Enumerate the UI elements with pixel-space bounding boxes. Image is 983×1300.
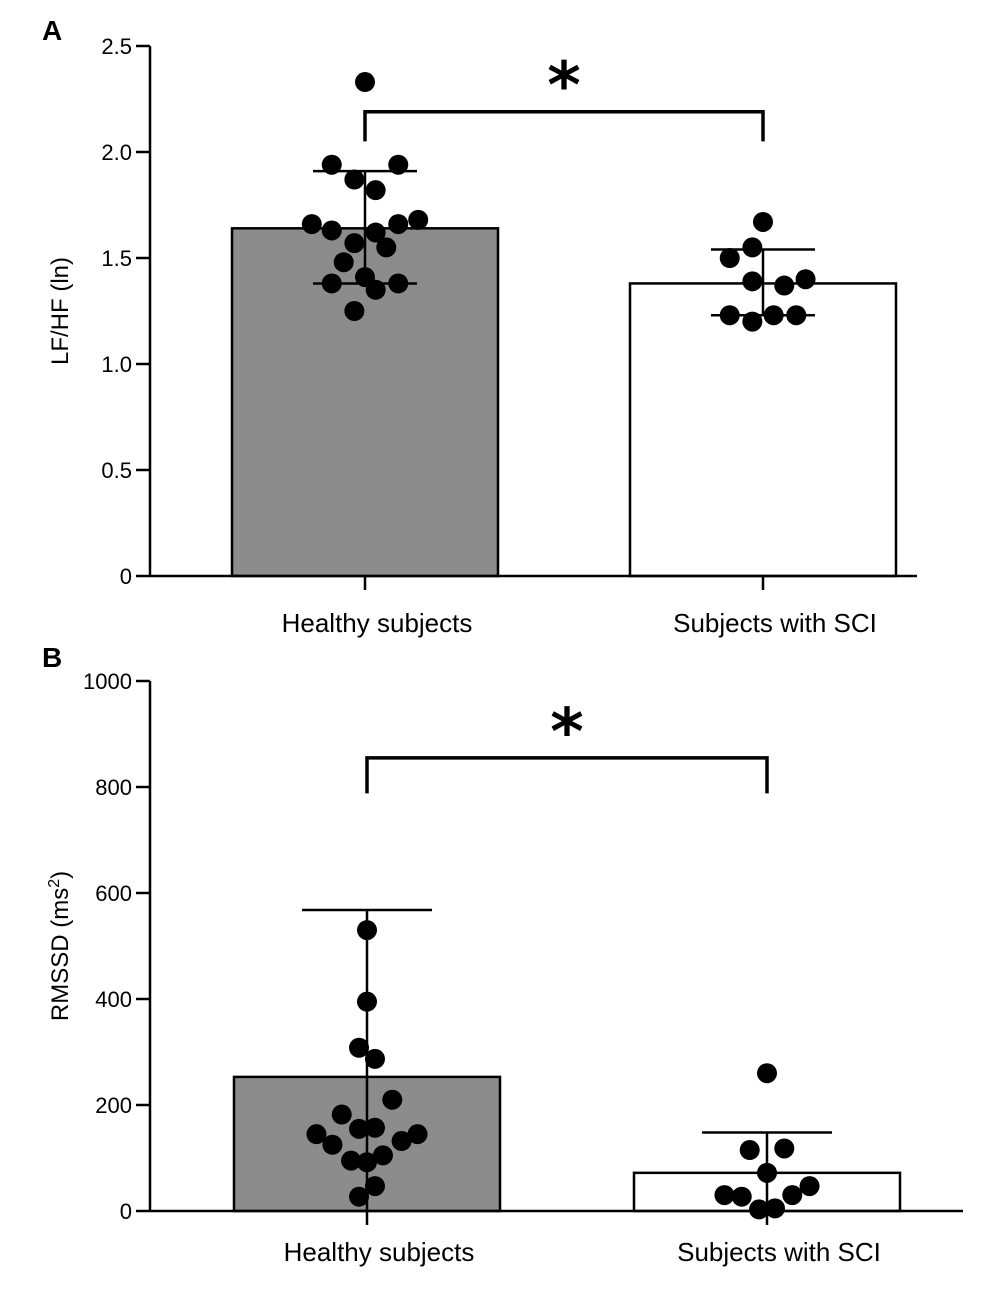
y-tick-label-b-2: 200 <box>95 1093 132 1118</box>
x-tick-label-b-1: Healthy subjects <box>284 1237 475 1267</box>
data-point-b-1-1 <box>357 920 377 941</box>
data-point-a-2-9 <box>763 305 784 326</box>
y-tick-label-b-6: 1000 <box>83 669 132 694</box>
data-point-a-1-5 <box>365 180 386 201</box>
x-tick-label-a-1: Healthy subjects <box>282 608 473 638</box>
data-point-b-2-10 <box>749 1199 770 1220</box>
data-point-b-1-3 <box>349 1037 370 1058</box>
data-point-b-2-5 <box>799 1176 820 1197</box>
y-axis-title-b: RMSSD (ms2) <box>46 871 74 1021</box>
data-point-a-2-8 <box>742 311 763 332</box>
y-axis-title-b-end: ) <box>47 871 74 879</box>
significance-bracket-b <box>365 756 769 794</box>
data-point-a-1-2 <box>321 154 342 175</box>
data-point-b-1-8 <box>407 1124 428 1145</box>
y-tick-label-a-5: 2.0 <box>101 140 132 165</box>
data-point-b-2-8 <box>731 1186 752 1207</box>
data-point-a-1-4 <box>344 169 365 190</box>
data-point-a-2-7 <box>719 305 740 326</box>
data-point-b-1-9 <box>349 1118 370 1139</box>
data-point-b-2-9 <box>764 1198 785 1219</box>
data-point-a-1-11 <box>344 233 365 254</box>
y-tick-label-a-3: 1.0 <box>101 352 132 377</box>
panel-b: B RMSSD (ms2) 0 200 400 600 800 1000 Healthy … <box>42 642 963 1267</box>
data-point-a-2-5 <box>774 275 795 296</box>
data-point-b-1-2 <box>357 991 377 1012</box>
significance-star-a: * <box>547 50 580 124</box>
data-point-a-2-2 <box>742 237 763 258</box>
data-point-b-2-2 <box>774 1138 795 1159</box>
panel-a: A LF/HF (ln) 0 0.5 1.0 1.5 2.0 2.5 Healthy su… <box>42 15 917 638</box>
data-point-b-1-14 <box>341 1150 362 1171</box>
y-tick-label-a-4: 1.5 <box>101 246 132 271</box>
data-point-b-2-1 <box>757 1063 777 1084</box>
bar-a-2 <box>628 282 898 578</box>
y-tick-label-a-2: 0.5 <box>101 458 132 483</box>
data-point-a-1-1 <box>355 72 375 93</box>
y-tick-label-b-5: 800 <box>95 775 132 800</box>
data-point-a-1-12 <box>376 237 397 258</box>
significance-bracket-a <box>363 109 765 142</box>
data-point-a-2-10 <box>786 305 807 326</box>
data-point-b-1-4 <box>364 1048 385 1069</box>
data-point-b-2-6 <box>714 1185 735 1206</box>
data-point-a-1-6 <box>301 214 322 235</box>
y-axis-title-a: LF/HF (ln) <box>47 257 74 365</box>
y-axis-title-b-sup: 2 <box>46 879 63 888</box>
y-tick-label-b-4: 600 <box>95 881 132 906</box>
panel-letter-b: B <box>42 642 62 673</box>
data-point-a-1-13 <box>333 252 354 273</box>
data-point-a-1-10 <box>365 222 386 243</box>
data-point-a-1-18 <box>344 301 365 321</box>
y-tick-label-a-6: 2.5 <box>101 34 132 59</box>
data-point-b-1-12 <box>391 1131 412 1152</box>
data-point-a-1-17 <box>365 279 386 300</box>
data-point-a-1-3 <box>388 154 409 175</box>
data-point-b-2-3 <box>739 1140 760 1161</box>
data-point-b-1-5 <box>382 1089 403 1110</box>
data-point-a-1-7 <box>408 209 429 230</box>
data-point-a-1-15 <box>321 273 342 294</box>
panel-letter-a: A <box>42 15 62 46</box>
data-point-a-1-8 <box>388 214 409 235</box>
y-tick-label-a-1: 0 <box>120 564 132 589</box>
data-point-b-1-15 <box>357 1152 377 1173</box>
data-point-b-1-6 <box>331 1104 352 1125</box>
data-point-b-1-13 <box>372 1145 393 1166</box>
data-point-b-1-7 <box>306 1124 327 1145</box>
data-point-a-1-16 <box>388 273 409 294</box>
x-tick-label-a-2: Subjects with SCI <box>673 608 877 638</box>
data-point-b-1-16 <box>364 1176 385 1197</box>
data-point-a-2-4 <box>742 271 763 292</box>
x-tick-label-b-2: Subjects with SCI <box>677 1237 881 1267</box>
data-point-a-1-9 <box>321 220 342 241</box>
data-point-b-2-7 <box>782 1185 803 1206</box>
significance-star-b: * <box>550 696 583 770</box>
y-tick-label-b-3: 400 <box>95 987 132 1012</box>
y-axis-title-b-main: RMSSD (ms <box>47 888 74 1021</box>
data-point-a-2-1 <box>753 211 773 232</box>
y-tick-label-b-1: 0 <box>120 1199 132 1224</box>
data-point-b-1-10 <box>364 1117 385 1138</box>
data-point-b-1-17 <box>349 1186 370 1207</box>
data-point-b-1-11 <box>322 1134 343 1155</box>
data-point-b-2-4 <box>757 1162 777 1183</box>
data-point-a-2-6 <box>795 269 816 290</box>
data-point-a-2-3 <box>719 248 740 268</box>
